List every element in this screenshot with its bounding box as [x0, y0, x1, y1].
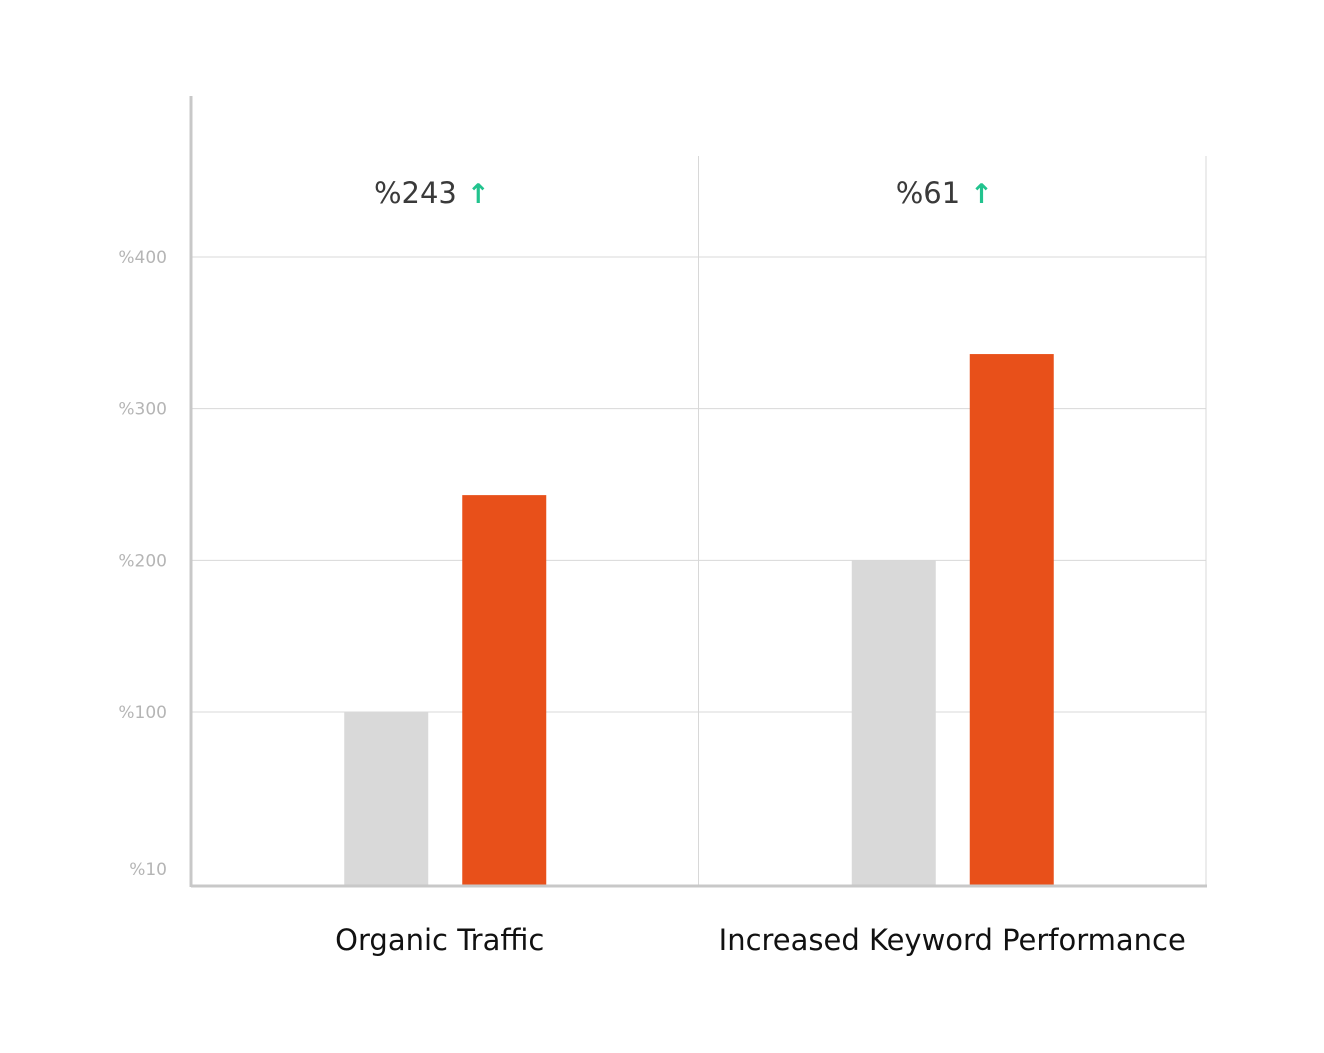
category-label: Increased Keyword Performance [719, 923, 1186, 957]
bar-after-1 [969, 354, 1054, 886]
y-tick-label: %10 [129, 860, 167, 880]
y-tick-label: %300 [118, 400, 167, 420]
y-tick-label: %200 [118, 551, 167, 571]
arrow-up-icon: ↑ [467, 179, 490, 210]
bar-before-0 [344, 712, 429, 885]
bar-before-1 [851, 560, 936, 885]
growth-percent: %61 [896, 176, 960, 210]
y-tick-label: %400 [118, 248, 167, 268]
bar-after-0 [462, 495, 547, 885]
arrow-up-icon: ↑ [970, 179, 993, 210]
growth-annotation: %61 ↑ [896, 176, 993, 210]
growth-percent: %243 [374, 176, 457, 210]
growth-annotation: %243 ↑ [374, 176, 490, 210]
category-label: Organic Traffic [335, 923, 544, 957]
y-tick-label: %100 [118, 703, 167, 723]
